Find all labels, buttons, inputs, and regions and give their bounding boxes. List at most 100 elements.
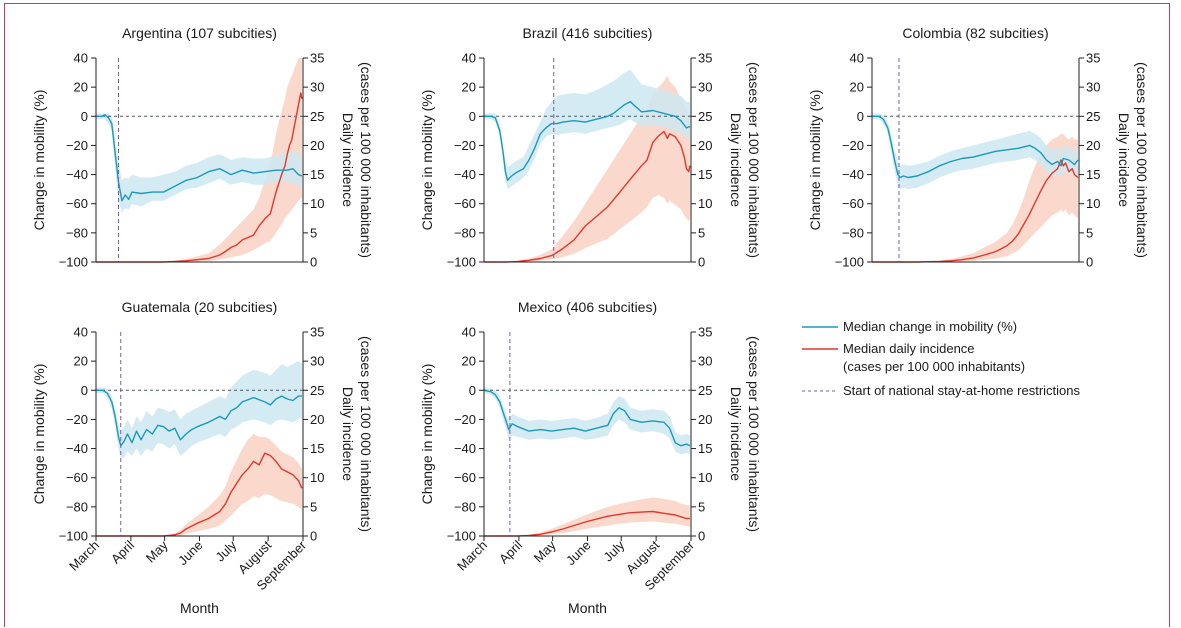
right-axis-label: Daily incidence <box>1116 113 1132 207</box>
left-tick-label: 20 <box>74 80 88 95</box>
left-tick-label: −40 <box>842 167 864 182</box>
right-tick-label: 30 <box>310 80 324 95</box>
chart-panel: Colombia (82 subcities) 40 20 0 −20 −40 −60 −80… <box>807 25 1150 270</box>
right-tick-label: 20 <box>310 138 324 153</box>
right-tick-label: 15 <box>310 441 324 456</box>
left-axis-label: Change in mobility (%) <box>31 90 47 231</box>
legend-incidence-unit: (cases per 100 000 inhabitants) <box>843 359 1025 374</box>
mobility-band <box>484 387 690 455</box>
incidence-line <box>96 92 303 263</box>
left-tick-label: −60 <box>454 470 476 485</box>
right-tick-label: 10 <box>310 196 324 211</box>
month-tick-label: May <box>531 537 559 565</box>
month-tick-label: May <box>143 537 171 565</box>
mobility-band <box>96 361 302 459</box>
right-tick-label: 20 <box>1086 138 1100 153</box>
incidence-band <box>484 497 690 536</box>
left-tick-label: −100 <box>59 529 88 544</box>
legend-restriction-label: Start of national stay-at-home restricti… <box>843 383 1080 398</box>
right-tick-label: 35 <box>310 51 324 66</box>
incidence-line <box>872 159 1079 263</box>
mobility-line <box>484 101 691 182</box>
left-tick-label: −40 <box>66 167 88 182</box>
right-tick-label: 30 <box>698 354 712 369</box>
left-tick-label: −60 <box>842 196 864 211</box>
left-tick-label: 20 <box>74 354 88 369</box>
month-tick-label: June <box>175 538 206 569</box>
incidence-line <box>484 510 690 537</box>
right-axis-unit-label: (cases per 100 000 inhabitants) <box>1134 62 1150 258</box>
left-tick-label: 0 <box>81 109 88 124</box>
right-tick-label: 0 <box>310 255 317 270</box>
legend: Median change in mobility (%) Median dai… <box>802 319 1080 398</box>
right-tick-label: 5 <box>310 225 317 240</box>
left-tick-label: 0 <box>857 109 864 124</box>
left-tick-label: 0 <box>469 109 476 124</box>
right-tick-label: 0 <box>310 529 317 544</box>
left-tick-label: −100 <box>447 255 476 270</box>
left-tick-label: −20 <box>66 138 88 153</box>
incidence-band <box>96 434 302 536</box>
month-tick-label: April <box>496 537 525 566</box>
right-tick-label: 5 <box>1086 225 1093 240</box>
chart-panel: Argentina (107 subcities) 40 20 0 −20 −40 −60 −… <box>31 25 374 270</box>
mobility-band <box>484 69 690 190</box>
panel-title: Guatemala (20 subcities) <box>122 299 278 315</box>
left-tick-label: 40 <box>850 51 864 66</box>
left-tick-label: −100 <box>59 255 88 270</box>
x-axis-label: Month <box>180 600 219 616</box>
right-tick-label: 0 <box>1086 255 1093 270</box>
left-tick-label: −60 <box>66 470 88 485</box>
chart-panel: Brazil (416 subcities) 40 20 0 −20 −40 −60 −80 −… <box>419 25 762 270</box>
right-tick-label: 35 <box>698 325 712 340</box>
right-tick-label: 30 <box>698 80 712 95</box>
right-tick-label: 10 <box>698 470 712 485</box>
chart-panel: Guatemala (20 subcities) 40 20 0 −20 −40 −60 −8… <box>31 299 374 616</box>
panel-title: Mexico (406 subcities) <box>518 299 657 315</box>
left-tick-label: −80 <box>454 225 476 240</box>
right-tick-label: 20 <box>698 412 712 427</box>
right-tick-label: 15 <box>1086 167 1100 182</box>
right-tick-label: 15 <box>698 441 712 456</box>
right-tick-label: 30 <box>1086 80 1100 95</box>
right-axis-label: Daily incidence <box>728 387 744 481</box>
left-tick-label: −60 <box>454 196 476 211</box>
left-tick-label: −20 <box>454 412 476 427</box>
incidence-band <box>872 133 1078 262</box>
left-tick-label: −40 <box>454 441 476 456</box>
right-axis-label: Daily incidence <box>340 387 356 481</box>
right-tick-label: 25 <box>310 383 324 398</box>
panel-title: Brazil (416 subcities) <box>523 25 653 41</box>
right-tick-label: 10 <box>1086 196 1100 211</box>
right-tick-label: 30 <box>310 354 324 369</box>
right-axis-label: Daily incidence <box>728 113 744 207</box>
right-tick-label: 35 <box>1086 51 1100 66</box>
left-axis-label: Change in mobility (%) <box>419 364 435 505</box>
left-axis-label: Change in mobility (%) <box>31 364 47 505</box>
right-axis-unit-label: (cases per 100 000 inhabitants) <box>358 62 374 258</box>
legend-incidence-label: Median daily incidence <box>843 341 975 356</box>
mobility-band <box>96 113 302 213</box>
left-tick-label: −60 <box>66 196 88 211</box>
right-tick-label: 20 <box>698 138 712 153</box>
panel-title: Argentina (107 subcities) <box>122 25 277 41</box>
left-tick-label: 0 <box>469 383 476 398</box>
right-axis-unit-label: (cases per 100 000 inhabitants) <box>746 62 762 258</box>
right-tick-label: 10 <box>310 470 324 485</box>
incidence-line <box>96 452 303 537</box>
left-tick-label: −80 <box>842 225 864 240</box>
right-axis-unit-label: (cases per 100 000 inhabitants) <box>358 336 374 532</box>
right-tick-label: 25 <box>698 109 712 124</box>
left-tick-label: −20 <box>454 138 476 153</box>
incidence-line <box>484 130 691 263</box>
month-tick-label: July <box>600 537 627 564</box>
figure-frame <box>4 3 1170 627</box>
right-tick-label: 25 <box>698 383 712 398</box>
month-tick-label: July <box>212 537 239 564</box>
right-tick-label: 20 <box>310 412 324 427</box>
left-tick-label: −100 <box>447 529 476 544</box>
right-tick-label: 15 <box>310 167 324 182</box>
left-tick-label: 20 <box>462 80 476 95</box>
left-axis-label: Change in mobility (%) <box>419 90 435 231</box>
